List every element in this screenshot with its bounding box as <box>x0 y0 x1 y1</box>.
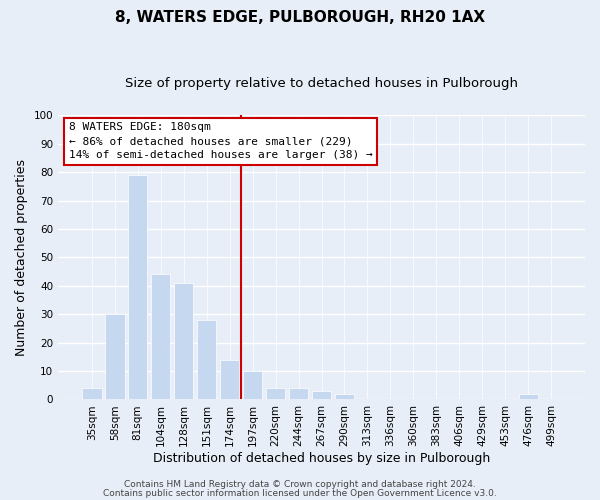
Text: 8 WATERS EDGE: 180sqm
← 86% of detached houses are smaller (229)
14% of semi-det: 8 WATERS EDGE: 180sqm ← 86% of detached … <box>68 122 373 160</box>
Title: Size of property relative to detached houses in Pulborough: Size of property relative to detached ho… <box>125 78 518 90</box>
Bar <box>82 388 101 400</box>
Bar <box>105 314 125 400</box>
Bar <box>335 394 354 400</box>
Bar <box>151 274 170 400</box>
Bar <box>289 388 308 400</box>
Bar <box>518 394 538 400</box>
Bar <box>197 320 217 400</box>
X-axis label: Distribution of detached houses by size in Pulborough: Distribution of detached houses by size … <box>153 452 490 465</box>
Text: Contains HM Land Registry data © Crown copyright and database right 2024.: Contains HM Land Registry data © Crown c… <box>124 480 476 489</box>
Bar <box>266 388 286 400</box>
Bar <box>128 175 148 400</box>
Text: 8, WATERS EDGE, PULBOROUGH, RH20 1AX: 8, WATERS EDGE, PULBOROUGH, RH20 1AX <box>115 10 485 25</box>
Text: Contains public sector information licensed under the Open Government Licence v3: Contains public sector information licen… <box>103 488 497 498</box>
Bar <box>220 360 239 400</box>
Y-axis label: Number of detached properties: Number of detached properties <box>15 159 28 356</box>
Bar <box>243 371 262 400</box>
Bar <box>312 391 331 400</box>
Bar <box>174 283 193 400</box>
